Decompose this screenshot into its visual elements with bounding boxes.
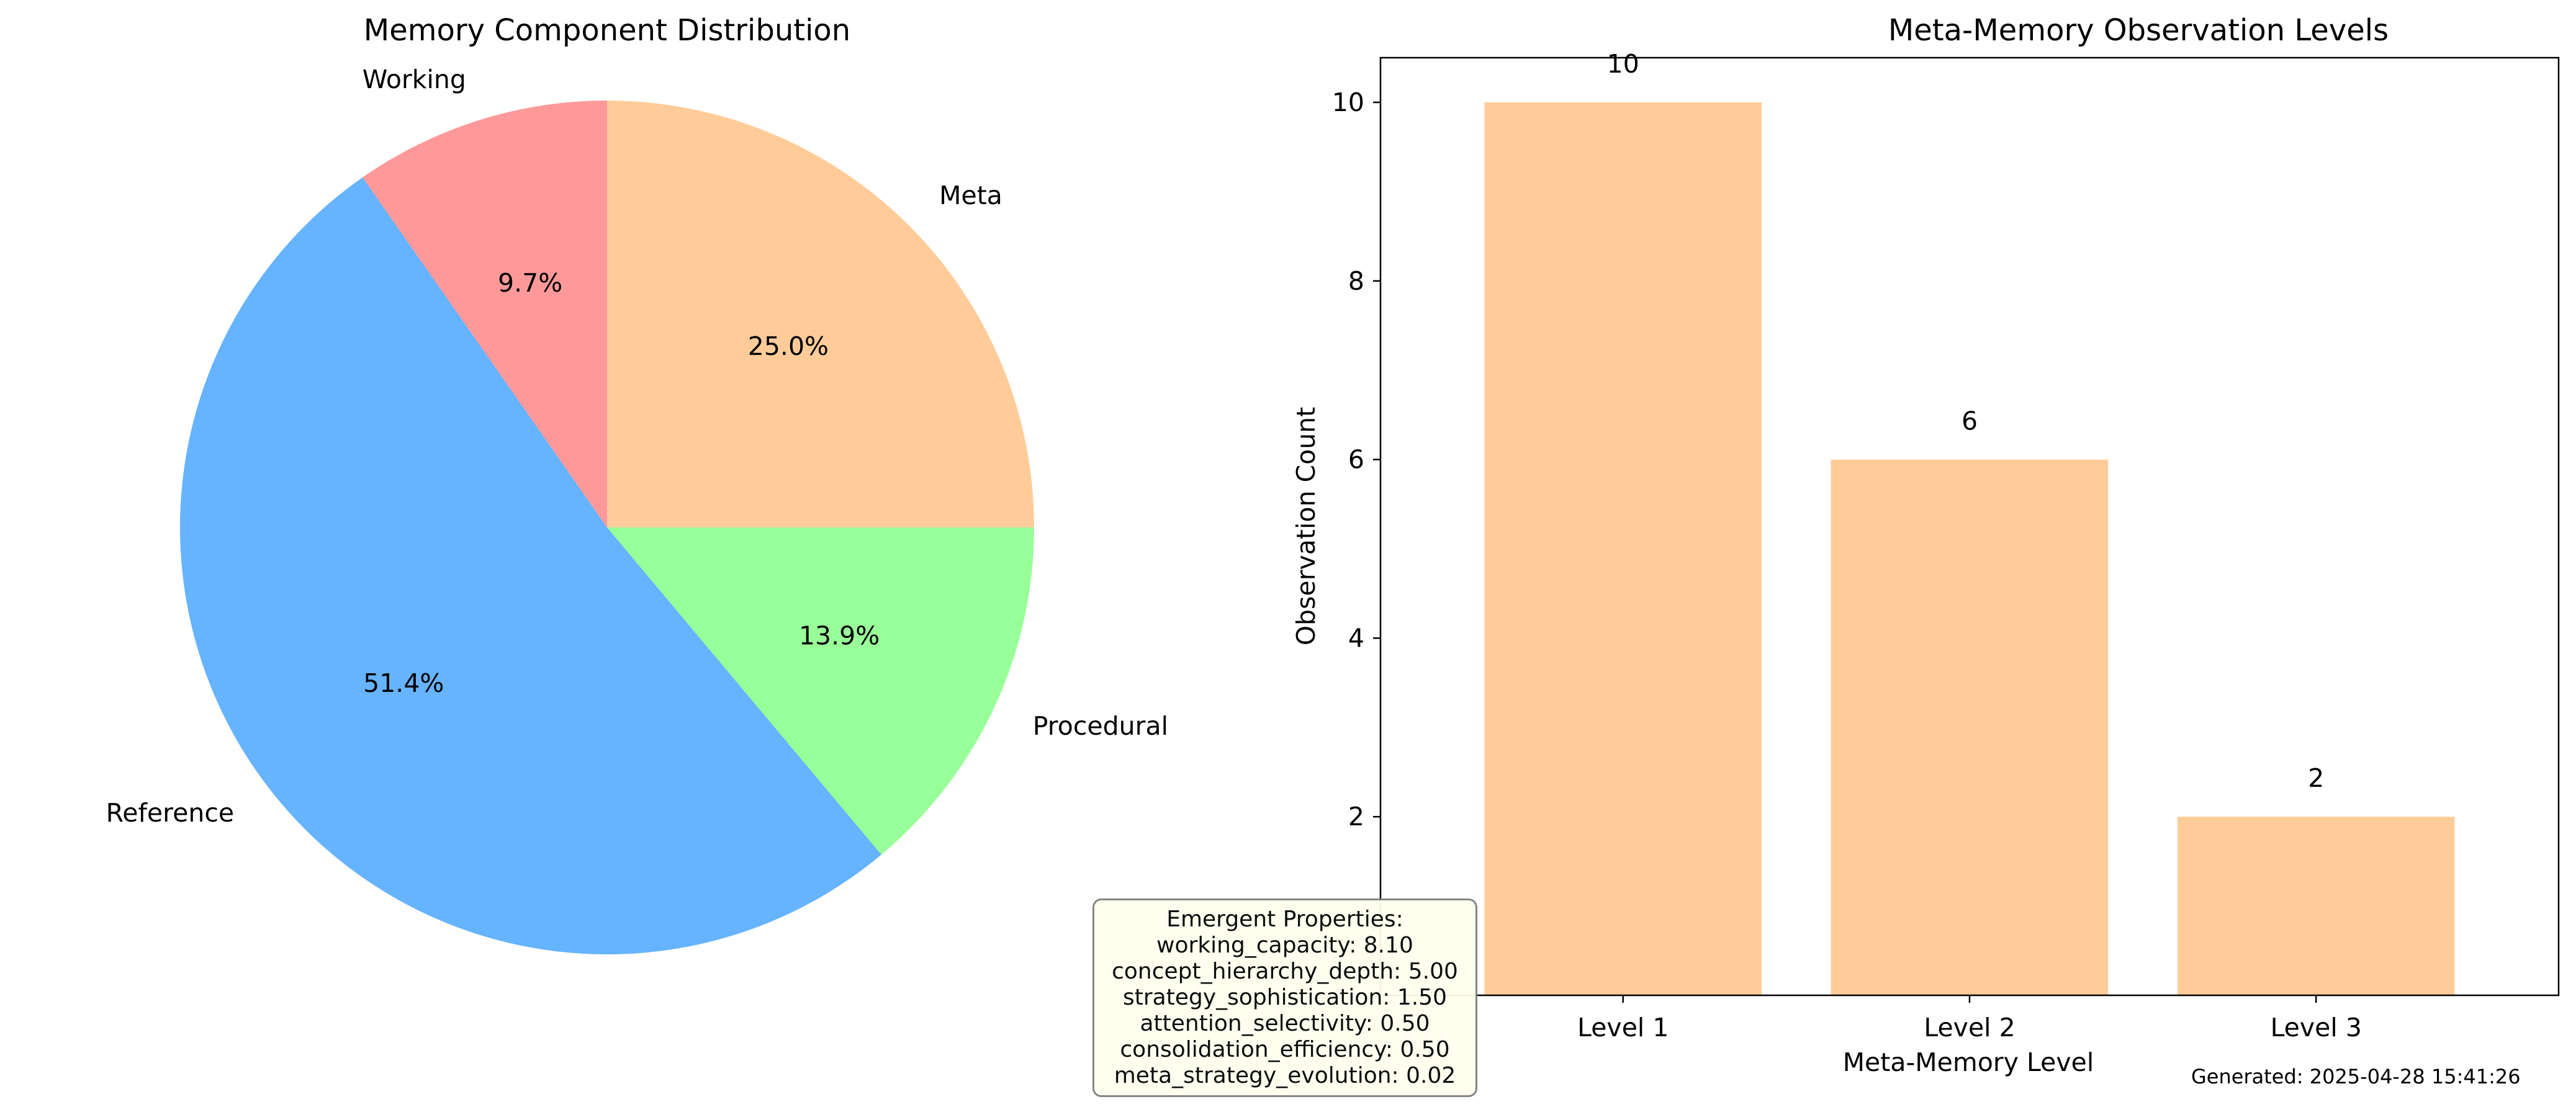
generated-timestamp: Generated: 2025-04-28 15:41:26: [2191, 1065, 2521, 1088]
y-tick-label: 10: [1332, 87, 1364, 117]
bar-level-2: [1831, 459, 2109, 995]
emergent-properties-heading: Emergent Properties:: [1166, 907, 1403, 932]
x-axis-label: Meta-Memory Level: [1843, 1047, 2094, 1077]
y-tick-label: 6: [1348, 445, 1364, 475]
x-tick-label: Level 1: [1577, 1013, 1669, 1042]
y-tick-label: 8: [1348, 266, 1364, 296]
pie-slice-working: [363, 101, 607, 527]
bar-chart: 10 6 2: [1484, 49, 2455, 995]
bar-level-3: [2177, 817, 2455, 995]
pie-slice-procedural: [607, 527, 1034, 855]
pie-chart: Meta 25.0% Procedural 13.9% Reference 51.4% Wo…: [106, 65, 1168, 954]
emergent-property-line: strategy_sophistication: 1.50: [1122, 985, 1448, 1010]
bar-level-1: [1484, 102, 1762, 995]
bar-value-label: 10: [1607, 49, 1639, 79]
pie-percent-label: 51.4%: [363, 668, 444, 698]
pie-slice-reference: [180, 177, 881, 954]
pie-percent-label: 25.0%: [748, 331, 829, 361]
y-axis-label: Observation Count: [1291, 407, 1321, 645]
pie-percent-label: 13.9%: [799, 621, 880, 651]
emergent-property-line: consolidation_efficiency: 0.50: [1120, 1037, 1450, 1062]
y-tick-label: 2: [1348, 802, 1364, 831]
emergent-property-line: working_capacity: 8.10: [1156, 933, 1413, 958]
emergent-property-line: concept_hierarchy_depth: 5.00: [1112, 959, 1458, 984]
x-tick-label: Level 2: [1924, 1013, 2015, 1042]
y-tick-label: 4: [1348, 623, 1364, 653]
bar-title: Meta-Memory Observation Levels: [1888, 13, 2389, 48]
emergent-properties-box: Emergent Properties: working_capacity: 8…: [1092, 899, 1477, 1097]
pie-label-procedural: Procedural: [1033, 711, 1168, 741]
y-axis: 2 4 6 8 10: [1332, 87, 1380, 831]
emergent-property-line: attention_selectivity: 0.50: [1140, 1011, 1430, 1036]
pie-label-meta: Meta: [939, 181, 1002, 210]
x-tick-label: Level 3: [2271, 1013, 2362, 1042]
pie-title: Memory Component Distribution: [364, 13, 850, 48]
x-axis: Level 1 Level 2 Level 3: [1577, 995, 2362, 1042]
emergent-property-line: meta_strategy_evolution: 0.02: [1114, 1063, 1456, 1088]
pie-percent-label: 9.7%: [498, 268, 562, 298]
bar-value-label: 6: [1961, 406, 1978, 436]
pie-slice-meta: [607, 101, 1034, 527]
pie-label-working: Working: [363, 65, 466, 94]
bar-value-label: 2: [2308, 763, 2324, 793]
pie-label-reference: Reference: [106, 798, 234, 828]
